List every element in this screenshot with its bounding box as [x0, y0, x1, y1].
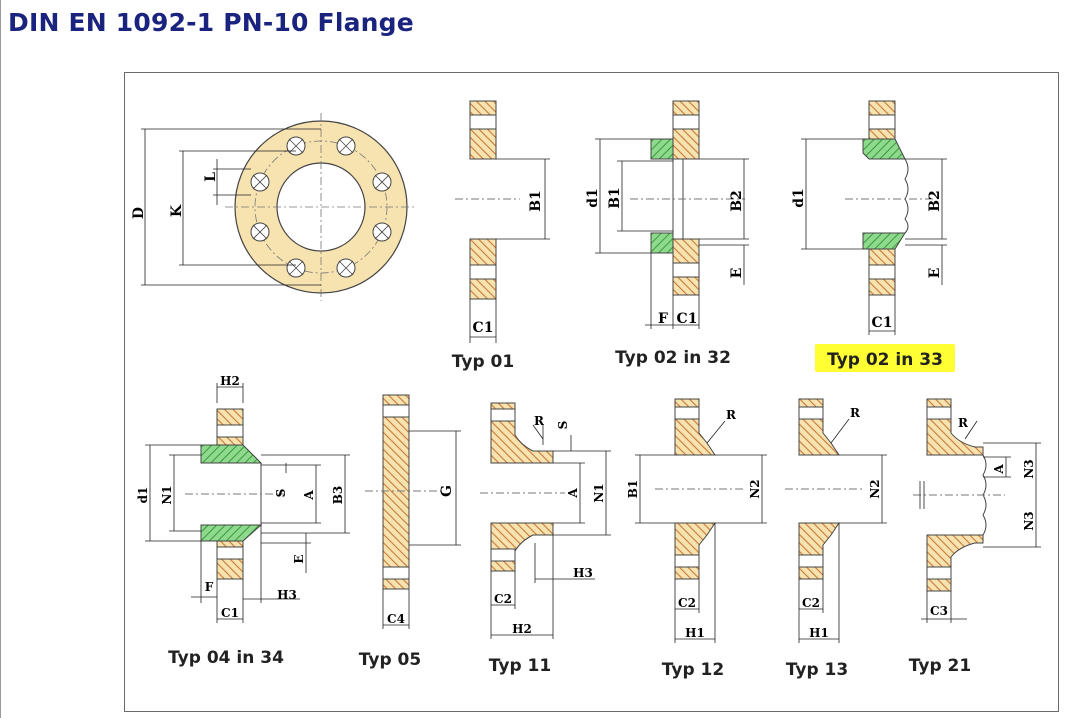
caption-typ-04-in-34: Typ 04 in 34 [168, 648, 284, 668]
dim-label-d1: d1 [585, 188, 601, 208]
dim-label-N2: N2 [868, 479, 882, 498]
dim-label-F: F [658, 311, 668, 327]
dim-label-B2: B2 [927, 190, 943, 212]
dim-label-B1: B1 [607, 187, 623, 209]
dim-label-C1: C1 [473, 320, 494, 336]
diagram-typ-02-in-33: d1 B2 E C1 Typ 02 in 33 [791, 100, 955, 372]
dim-label-C3: C3 [930, 604, 948, 618]
dim-label-R: R [850, 406, 861, 420]
dim-label-B1: B1 [528, 190, 544, 212]
flange-drawings-svg: D K L B1 C1 Typ 01 [131, 100, 1041, 680]
diagram-typ-04-in-34: H2 d1 N1 S A B3 E F C1 H3 Typ 04 in 34 [136, 374, 350, 668]
page-title: DIN EN 1092-1 PN-10 Flange [8, 8, 414, 37]
dim-label-C1: C1 [677, 311, 698, 327]
caption-typ-02-in-33: Typ 02 in 33 [827, 350, 943, 370]
dim-label-H2: H2 [512, 622, 532, 636]
caption-typ-13: Typ 13 [786, 660, 848, 680]
dim-label-B3: B3 [331, 486, 345, 505]
flange-drawing-figure: D K L B1 C1 Typ 01 [124, 72, 1059, 712]
caption-typ-01: Typ 01 [452, 352, 514, 372]
dim-label-H1: H1 [809, 626, 829, 640]
dim-label-C2: C2 [678, 596, 696, 610]
dim-label-B1: B1 [626, 480, 640, 499]
caption-typ-02-in-32: Typ 02 in 32 [615, 348, 731, 368]
caption-typ-11: Typ 11 [489, 656, 551, 676]
dim-label-C2: C2 [494, 592, 512, 606]
dim-label-N3: N3 [1022, 459, 1036, 478]
dim-label-N1: N1 [592, 483, 606, 502]
dim-label-G: G [439, 485, 455, 497]
caption-highlight [815, 344, 955, 372]
dim-label-H3: H3 [573, 566, 593, 580]
dim-label-R: R [958, 416, 969, 430]
dim-label-H3: H3 [277, 588, 297, 602]
diagram-typ-21: R A N3 N3 C3 Typ 21 [909, 398, 1041, 676]
diagram-typ-12: R B1 N2 C2 H1 Typ 12 [626, 398, 767, 680]
dim-label-R: R [534, 414, 545, 428]
dim-label-d1: d1 [791, 188, 807, 208]
dim-label-N3: N3 [1022, 511, 1036, 530]
dim-label-E: E [927, 268, 943, 279]
dim-label-N1: N1 [160, 485, 174, 504]
caption-typ-12: Typ 12 [662, 660, 724, 680]
dim-label-A: A [992, 464, 1006, 475]
flange-plan-view: D K L [131, 113, 417, 301]
dim-label-C1: C1 [872, 315, 893, 331]
dim-label-A: A [566, 488, 580, 499]
dim-label-S: S [556, 421, 570, 430]
dim-label-D: D [131, 207, 147, 219]
diagram-typ-13: R N2 C2 H1 Typ 13 [785, 398, 887, 680]
dim-label-L: L [203, 172, 219, 182]
dim-label-E: E [729, 268, 745, 279]
dim-label-H2: H2 [220, 374, 240, 388]
dim-label-B2: B2 [729, 190, 745, 212]
dim-label-S: S [274, 489, 288, 498]
dim-label-d1: d1 [136, 487, 150, 504]
diagram-typ-05: G C4 Typ 05 [359, 394, 461, 670]
dim-label-C2: C2 [802, 596, 820, 610]
dim-label-C1: C1 [221, 606, 239, 620]
dim-label-H1: H1 [685, 626, 705, 640]
dim-label-F: F [205, 580, 214, 594]
dim-label-R: R [726, 408, 737, 422]
dim-label-E: E [292, 554, 306, 563]
caption-typ-05: Typ 05 [359, 650, 421, 670]
dim-label-K: K [169, 204, 185, 217]
dim-label-C4: C4 [387, 612, 405, 626]
dim-label-A: A [302, 490, 316, 501]
caption-typ-21: Typ 21 [909, 656, 971, 676]
diagram-typ-11: R S A N1 H3 C2 H2 Typ 11 [480, 402, 611, 676]
dim-label-N2: N2 [748, 479, 762, 498]
diagram-typ-02-in-32: d1 B1 B2 E F C1 Typ 02 in 32 [585, 100, 749, 368]
diagram-typ-01: B1 C1 Typ 01 [452, 100, 550, 372]
left-border [0, 0, 1, 718]
